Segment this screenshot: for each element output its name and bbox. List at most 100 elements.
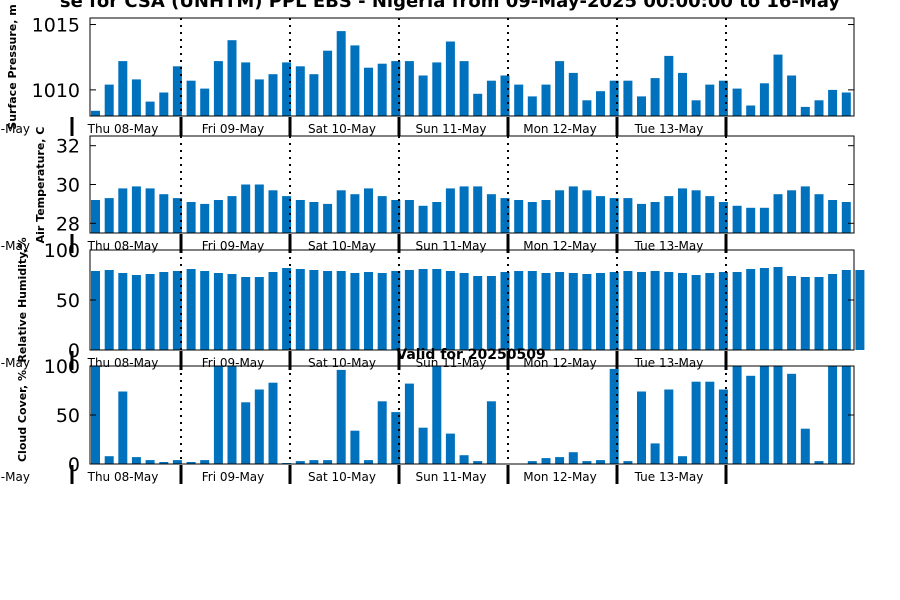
data-bar xyxy=(555,190,565,233)
data-bar xyxy=(159,462,169,464)
data-bar xyxy=(555,272,565,350)
data-bar xyxy=(555,61,565,116)
data-bar xyxy=(445,433,455,464)
data-bar xyxy=(582,100,592,116)
data-bar xyxy=(732,88,742,116)
data-bar xyxy=(541,84,551,116)
data-bar xyxy=(486,401,496,464)
data-bar xyxy=(118,391,128,464)
day-label: Mon 12-May xyxy=(523,470,597,484)
data-bar xyxy=(746,375,756,464)
day-label: Tue 13-May xyxy=(634,122,704,136)
data-bar xyxy=(391,271,401,350)
data-bar xyxy=(213,200,223,233)
data-bar xyxy=(282,62,292,116)
data-bar xyxy=(254,277,264,350)
data-bar xyxy=(541,273,551,350)
data-bar xyxy=(145,101,155,116)
data-bar xyxy=(705,273,715,350)
data-bar xyxy=(282,268,292,350)
data-bar xyxy=(282,196,292,233)
data-bar xyxy=(841,92,851,116)
data-bar xyxy=(841,366,851,464)
data-bar xyxy=(432,202,442,233)
data-bar xyxy=(828,274,838,350)
data-bar xyxy=(323,50,333,117)
data-bar xyxy=(500,272,510,350)
day-label: Sun 11-May xyxy=(415,470,486,484)
data-bar xyxy=(582,274,592,350)
data-bar xyxy=(377,273,387,350)
data-bar xyxy=(705,84,715,116)
data-bar xyxy=(527,271,537,350)
data-bar xyxy=(800,186,810,233)
data-bar xyxy=(664,272,674,350)
data-bar xyxy=(609,368,619,464)
data-bar xyxy=(459,186,469,233)
data-bar xyxy=(350,194,360,233)
data-bar xyxy=(268,272,278,350)
y-tick-label: 32 xyxy=(56,136,80,158)
data-bar xyxy=(500,198,510,233)
data-bar xyxy=(118,273,128,350)
data-bar xyxy=(227,196,237,233)
valid-label: Valid for 20250509 xyxy=(396,347,545,363)
y-tick-label: 100 xyxy=(44,356,80,378)
day-label: Fri 09-May xyxy=(202,122,265,136)
day-label-cut: u 08-May xyxy=(0,239,30,253)
day-label: Thu 08-May xyxy=(87,239,159,253)
data-bar xyxy=(828,200,838,233)
data-bar xyxy=(582,461,592,464)
data-bar xyxy=(172,66,182,116)
y-tick-label: 1010 xyxy=(32,80,80,102)
data-bar xyxy=(814,277,824,350)
data-bar xyxy=(473,276,483,350)
data-bar xyxy=(104,198,114,233)
data-bar xyxy=(828,366,838,464)
data-bar xyxy=(759,207,769,233)
data-bar xyxy=(295,200,305,233)
data-bar xyxy=(678,273,687,350)
data-bar xyxy=(691,100,701,116)
y-axis-label: Relative Humidity,% xyxy=(16,237,29,362)
day-label-cut: u 08-May xyxy=(0,356,30,370)
data-bar xyxy=(500,75,510,116)
data-bar xyxy=(486,194,496,233)
y-tick-label: 28 xyxy=(56,213,80,235)
data-bar xyxy=(159,92,169,116)
plot-frame xyxy=(89,17,855,117)
data-bar xyxy=(568,186,578,233)
data-bar xyxy=(131,457,141,464)
data-bar xyxy=(746,269,756,350)
data-bar xyxy=(200,271,210,350)
data-bar xyxy=(732,205,742,233)
data-bar xyxy=(91,110,100,116)
data-bar xyxy=(637,391,646,464)
data-bar xyxy=(309,460,319,464)
data-bar xyxy=(459,273,469,350)
y-axis-label: Surface Pressure, m xyxy=(6,4,19,129)
data-bar xyxy=(418,427,428,464)
data-bar xyxy=(241,62,251,116)
y-axis-label: Air Temperature, C xyxy=(34,127,47,244)
data-bar xyxy=(336,31,346,117)
data-bar xyxy=(555,457,565,464)
data-bar xyxy=(227,40,237,117)
data-bar xyxy=(200,203,210,233)
data-bar xyxy=(323,203,333,233)
data-bar xyxy=(678,188,687,233)
data-bar xyxy=(172,271,182,350)
data-bar xyxy=(241,277,251,350)
data-bar xyxy=(718,389,728,464)
data-bar xyxy=(336,369,346,464)
data-bar xyxy=(541,200,551,233)
data-bar xyxy=(309,74,319,116)
y-tick-label: 1015 xyxy=(32,15,80,37)
data-bar xyxy=(828,89,838,116)
data-bar xyxy=(432,366,442,464)
data-bar xyxy=(350,45,360,116)
y-tick-label: 0 xyxy=(68,454,80,476)
data-bar xyxy=(323,271,333,350)
data-bar xyxy=(131,275,141,350)
